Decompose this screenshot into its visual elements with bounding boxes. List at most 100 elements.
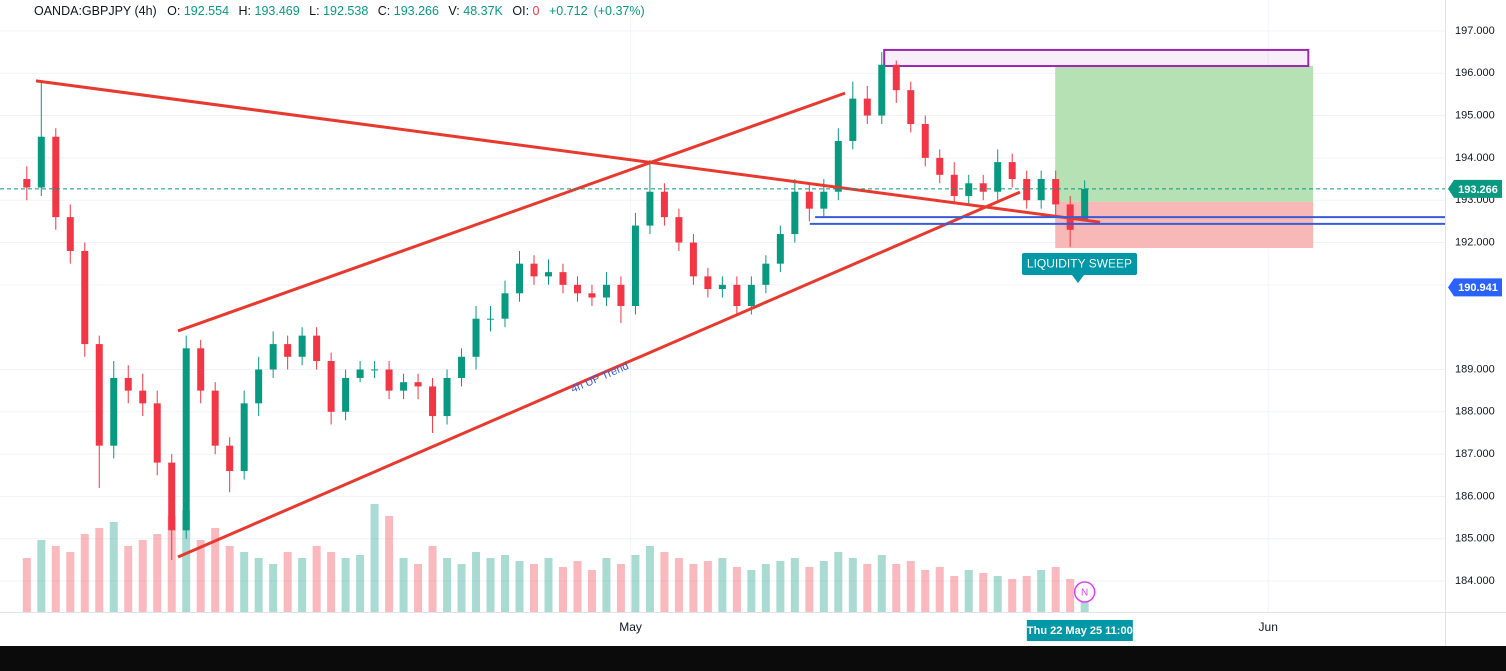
zone [1055, 66, 1314, 202]
y-tick-label: 187.000 [1455, 448, 1495, 460]
candle-body [385, 369, 393, 391]
y-tick-label: 185.000 [1455, 533, 1495, 545]
volume-bar [776, 561, 785, 612]
candle-body [863, 98, 871, 116]
y-tick-label: 188.000 [1455, 406, 1495, 418]
candle-body [588, 293, 596, 298]
volume-bar [22, 558, 31, 612]
volume-bar [182, 510, 191, 612]
y-tick-label: 195.000 [1455, 109, 1495, 121]
candle-body [791, 191, 799, 235]
candle-body [834, 140, 842, 192]
value: (+0.37%) [593, 4, 645, 18]
volume-bar [674, 558, 683, 612]
candle-body [559, 272, 567, 285]
volume-bar [935, 567, 944, 612]
candle-body [269, 344, 277, 370]
candle-body [211, 390, 219, 446]
candle-body [704, 276, 712, 290]
volume-bar [602, 558, 611, 612]
candle-body [747, 284, 755, 306]
volume-bar [399, 558, 408, 612]
volume-bar [356, 555, 365, 612]
candle-body [153, 403, 161, 463]
volume-bar [385, 516, 394, 612]
volume-bar [414, 564, 423, 612]
candle-body [182, 348, 190, 531]
candle-body [849, 98, 857, 141]
volume-bar [312, 546, 321, 612]
candle-body [110, 377, 118, 446]
candle-body [298, 335, 306, 357]
bottom-bar [0, 646, 1506, 671]
volume-bar [660, 552, 669, 612]
volume-bar [573, 561, 582, 612]
volume-bar [805, 567, 814, 612]
candle-body [429, 386, 437, 417]
annotation-pointer [1072, 275, 1084, 283]
candle-body [530, 263, 538, 277]
volume-bar [747, 570, 756, 612]
candle-body [472, 318, 480, 357]
symbol: OANDA:GBPJPY (4h) [34, 4, 157, 18]
y-tick-label: 196.000 [1455, 67, 1495, 79]
candle-body [1037, 179, 1045, 201]
candle-body [66, 217, 74, 251]
candle-body [501, 293, 509, 319]
y-tick-label: 192.000 [1455, 236, 1495, 248]
time-tag-label: Thu 22 May 25 11:00 [1027, 625, 1133, 637]
y-tick-label: 184.000 [1455, 575, 1495, 587]
annotation-text: LIQUIDITY SWEEP [1027, 257, 1132, 271]
volume-bar [964, 570, 973, 612]
label: OI: [512, 4, 530, 18]
price-tag-label: 193.266 [1458, 184, 1498, 196]
label: C: [377, 4, 391, 18]
value: 48.37K [463, 4, 503, 18]
zone [883, 48, 1310, 68]
y-tick-label: 197.000 [1455, 25, 1495, 37]
volume-bar [51, 546, 60, 612]
candle-body [994, 162, 1002, 192]
candle-body [487, 318, 495, 320]
value: 192.554 [183, 4, 230, 18]
volume-bar [211, 528, 220, 612]
candle-body [965, 183, 973, 196]
candle-body [1008, 162, 1016, 180]
label: V: [448, 4, 460, 18]
volume-bar [1022, 576, 1031, 612]
volume-bar [834, 552, 843, 612]
value: 0 [532, 4, 540, 18]
x-tick-label: Jun [1259, 620, 1278, 634]
volume-bar [848, 558, 857, 612]
volume-bar [486, 558, 495, 612]
price-tag [1448, 278, 1502, 297]
candle-body [907, 90, 915, 125]
volume-bar [254, 558, 263, 612]
candle-body [660, 191, 668, 218]
volume-bar [1037, 570, 1046, 612]
value: +0.712 [548, 4, 588, 18]
volume-bar [95, 528, 104, 612]
volume-bar [950, 576, 959, 612]
zone [1055, 201, 1314, 249]
chart: 197.000196.000195.000194.000193.000192.0… [0, 0, 1506, 646]
candle-body [168, 462, 176, 531]
candle-body [646, 191, 654, 226]
volume-bar [892, 564, 901, 612]
annotation-box [1022, 253, 1137, 275]
price-tag [1448, 179, 1502, 198]
candle-body [327, 361, 335, 412]
candle-body [936, 157, 944, 175]
value: 193.469 [254, 4, 300, 18]
price-tag-label: 190.941 [1458, 282, 1498, 294]
volume-bar [819, 561, 828, 612]
volume-bar [529, 564, 538, 612]
y-tick-label: 186.000 [1455, 490, 1495, 502]
legend-header: OANDA:GBPJPY (4h) O: 192.554 H: 193.469 … [34, 4, 651, 18]
volume-bar [240, 552, 249, 612]
candle-body [544, 272, 552, 277]
time-tag [1026, 620, 1133, 641]
marker-label: N [1081, 588, 1088, 599]
value: 192.538 [323, 4, 369, 18]
trend-line [35, 79, 1101, 224]
